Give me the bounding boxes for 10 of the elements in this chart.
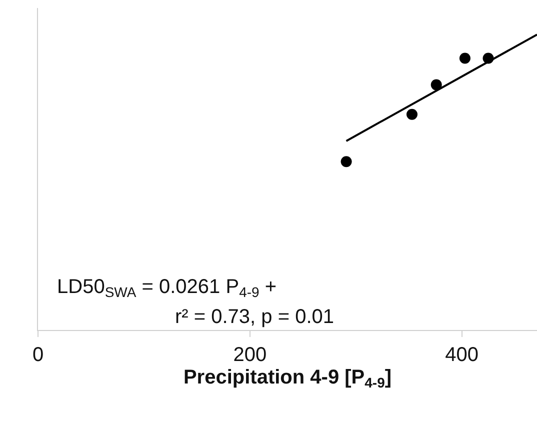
x-tick-label: 200 [233,344,267,366]
x-tick-label: 400 [445,344,478,366]
point [459,52,470,64]
x-axis-title: Precipitation 4-9 [P$_{4-9}$] [183,366,392,391]
point [430,79,442,90]
x-tick-label: 0 [32,344,44,366]
point [406,108,418,120]
point [340,156,352,168]
annotation: r² = 0.73, p = 0.01 [175,306,334,328]
annotation: LD50$_{SWA}$ = 0.0261 P$_{4-9}$ + [57,276,277,300]
